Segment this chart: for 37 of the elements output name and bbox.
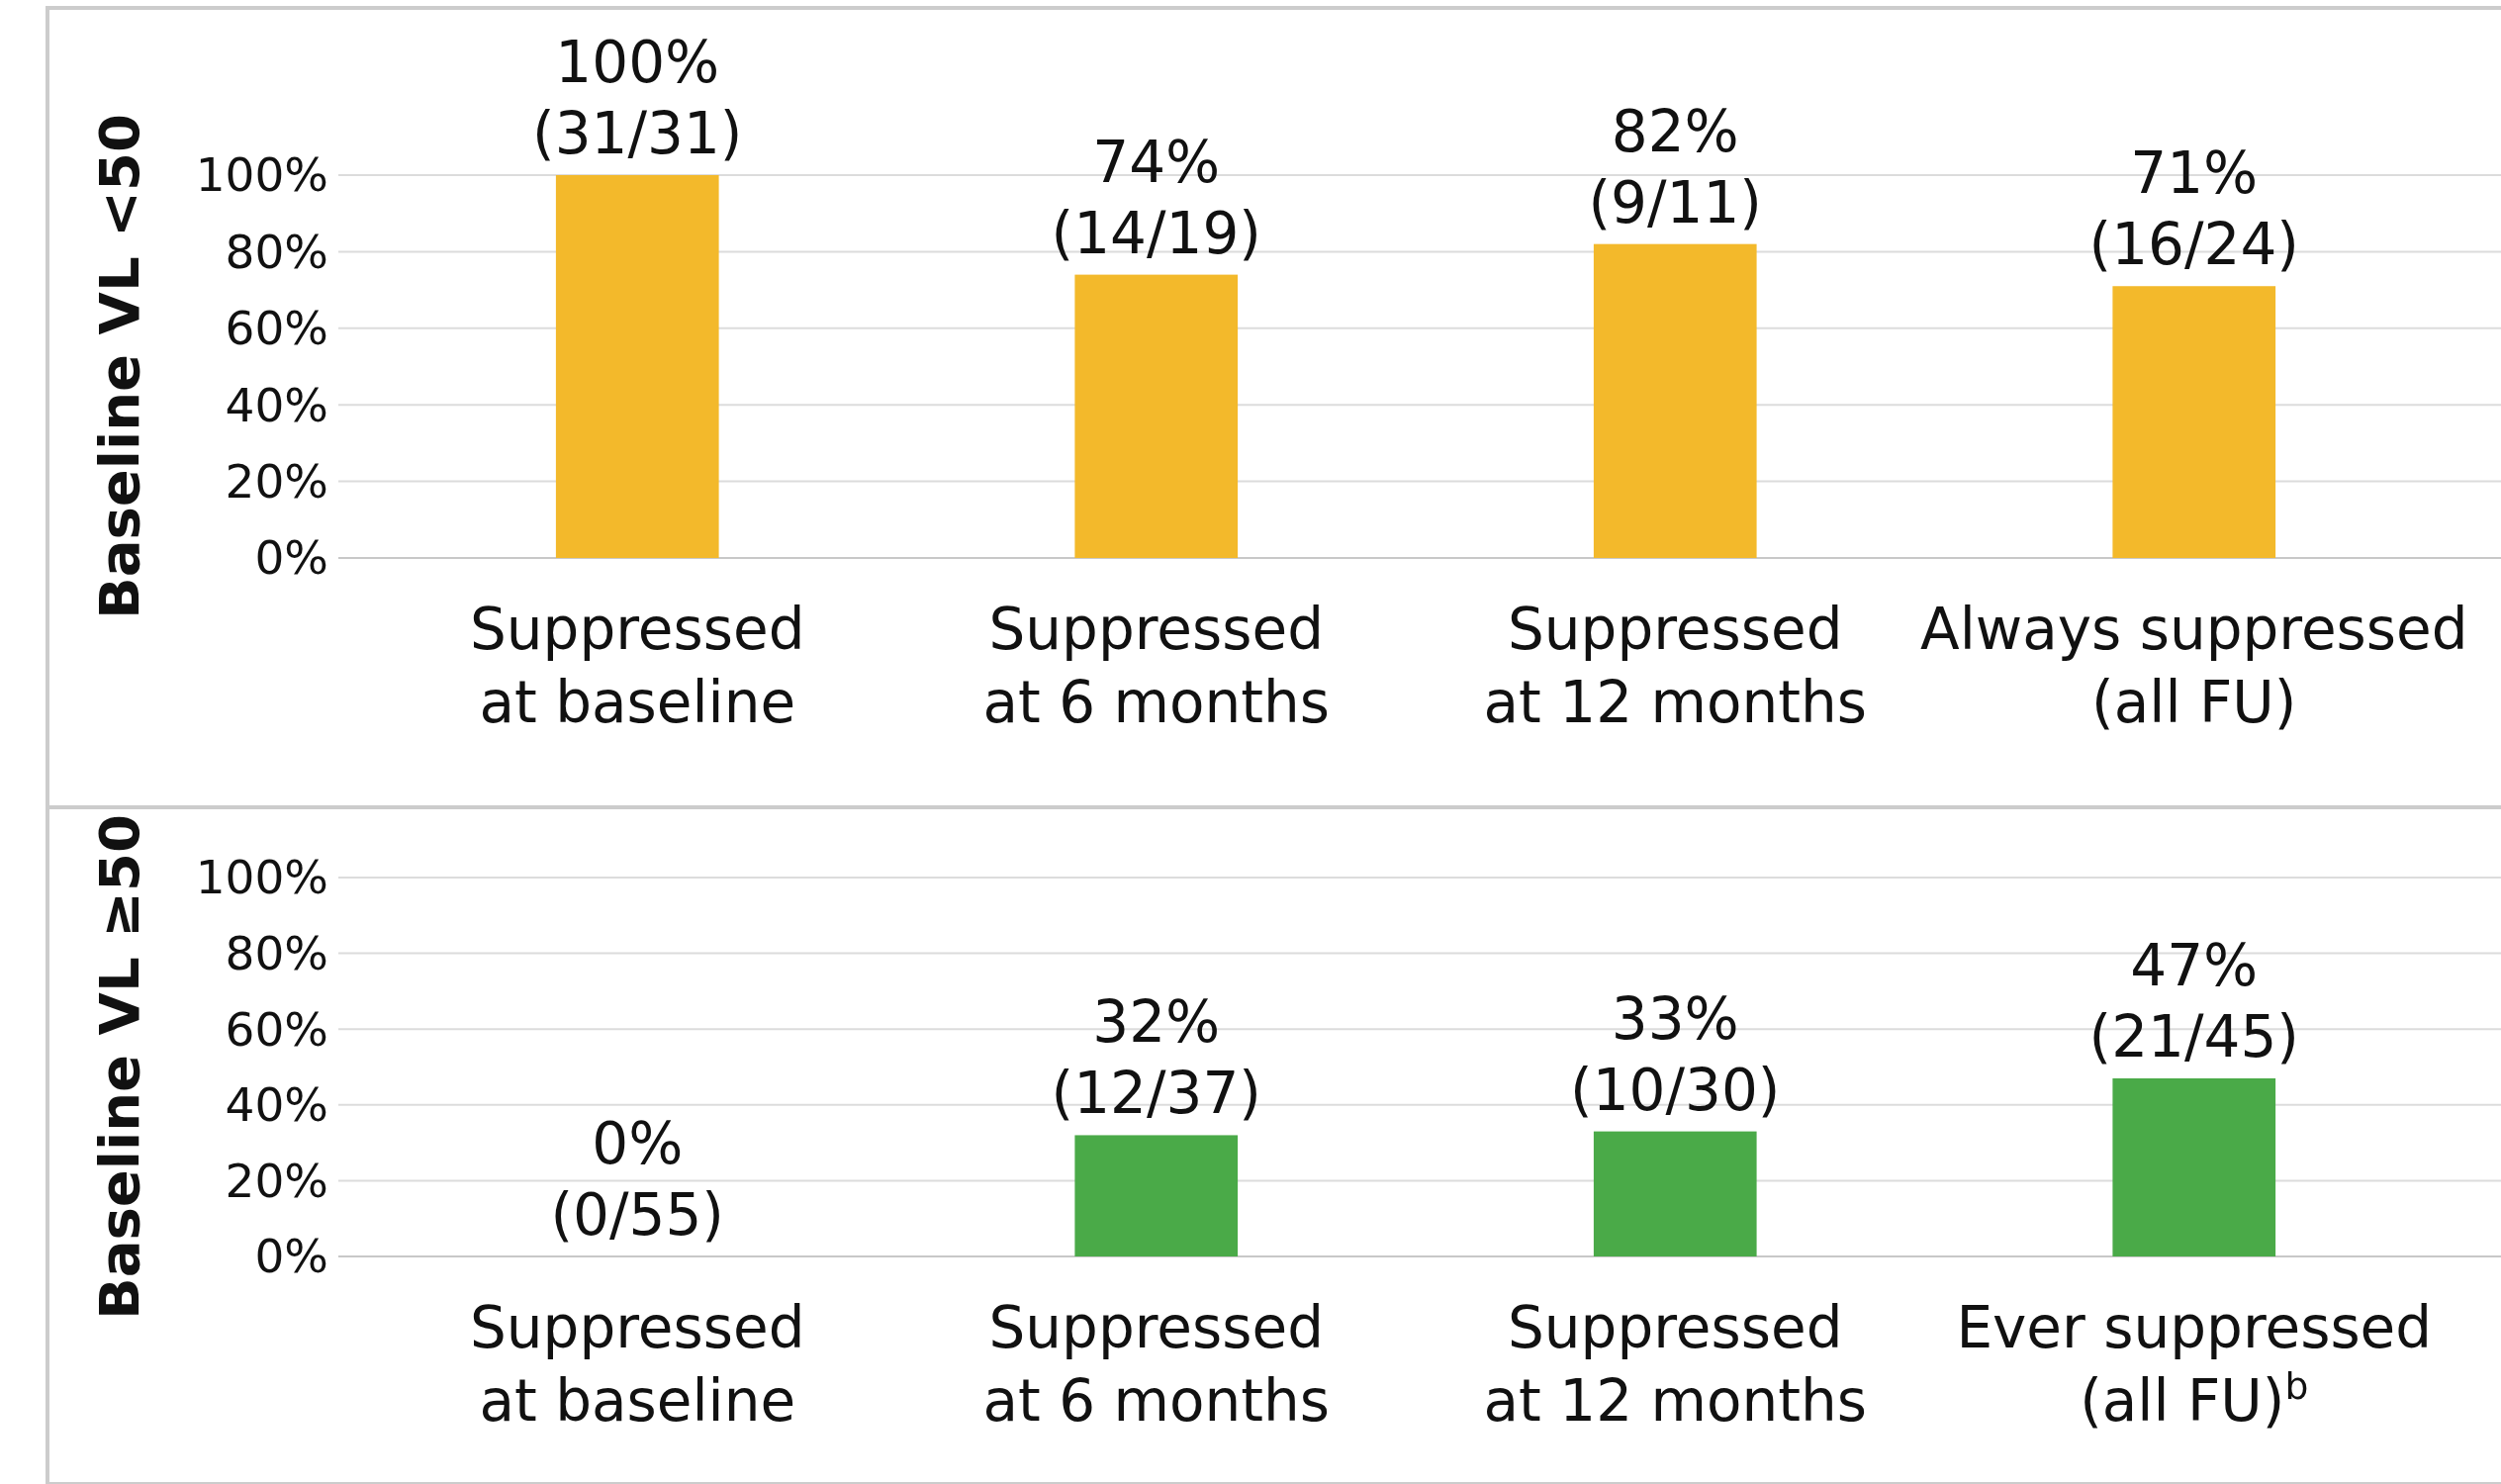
y-tick-label: 80%	[225, 926, 328, 981]
bar	[2112, 286, 2276, 558]
data-label: 82% (9/11)	[1588, 97, 1763, 236]
y-tick-label: 60%	[225, 1001, 328, 1057]
y-tick-label: 40%	[225, 377, 328, 432]
y-tick-label: 100%	[195, 850, 328, 905]
x-tick-label: Ever suppressed (all FU)$^{b}$	[1956, 1294, 2433, 1435]
bar	[1593, 1131, 1757, 1256]
y-axis-title: Baseline VL ≥50	[87, 814, 151, 1320]
bar	[555, 175, 719, 558]
y-tick-label: 20%	[225, 454, 328, 510]
y-tick-label: 80%	[225, 224, 328, 279]
y-tick-label: 0%	[254, 530, 328, 586]
data-label: 100% (31/31)	[532, 29, 743, 167]
x-tick-label: Always suppressed (all FU)	[1919, 596, 2468, 736]
x-tick-label: Suppressed at 6 months	[982, 596, 1331, 736]
bar	[2112, 1077, 2276, 1256]
x-tick-label: Suppressed at baseline	[470, 596, 805, 736]
y-tick-label: 40%	[225, 1077, 328, 1133]
data-label: 47% (21/45)	[2088, 931, 2299, 1070]
x-tick-label: Suppressed at 6 months	[982, 1294, 1331, 1435]
data-label: 74% (14/19)	[1051, 128, 1261, 267]
x-tick-label: Suppressed at 12 months	[1483, 1294, 1867, 1435]
data-label: 71% (16/24)	[2088, 139, 2299, 279]
y-axis-title: Baseline VL <50	[87, 114, 151, 619]
bar	[1074, 1135, 1239, 1256]
data-label: 32% (12/37)	[1051, 988, 1261, 1128]
bar	[1593, 243, 1757, 558]
x-tick-label: Suppressed at baseline	[470, 1294, 805, 1435]
data-label: 0% (0/55)	[550, 1110, 725, 1249]
data-label: 33% (10/30)	[1570, 984, 1781, 1124]
y-tick-label: 60%	[225, 301, 328, 356]
bar	[1074, 274, 1239, 558]
y-tick-label: 0%	[254, 1229, 328, 1284]
y-tick-label: 20%	[225, 1153, 328, 1208]
y-tick-label: 100%	[195, 147, 328, 203]
x-tick-label: Suppressed at 12 months	[1483, 596, 1867, 736]
